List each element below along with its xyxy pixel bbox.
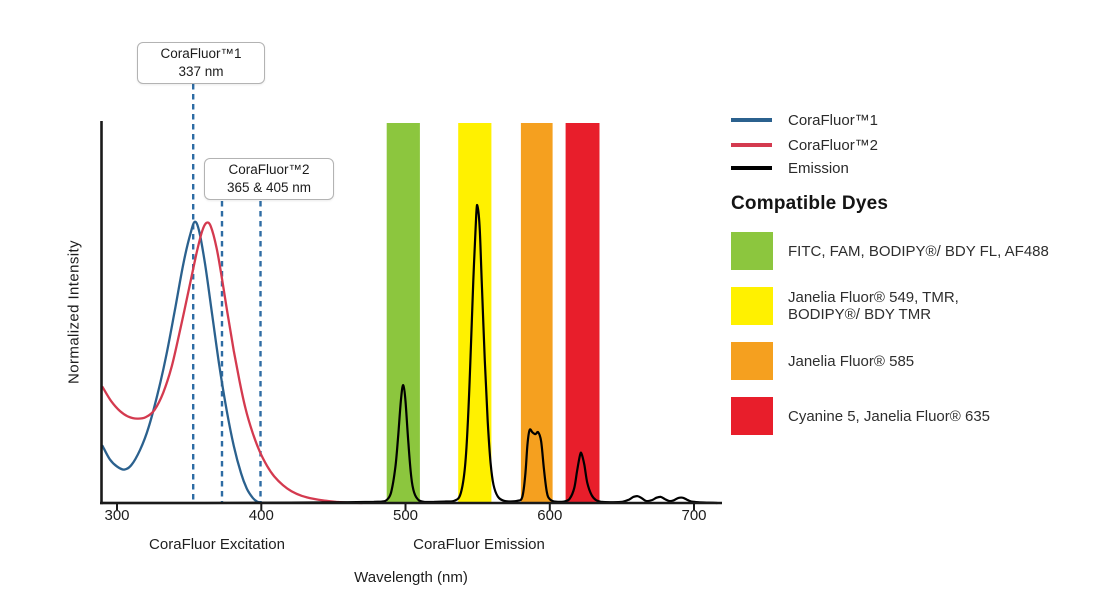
x-axis-region-label-excitation: CoraFluor Excitation (149, 536, 285, 553)
spectra-plot (100, 84, 722, 510)
callout-corafluor1: CoraFluor™1 337 nm (137, 42, 265, 84)
dye-label-green: FITC, FAM, BODIPY®/ BDY FL, AF488 (788, 243, 1049, 260)
x-axis-region-label-emission: CoraFluor Emission (413, 536, 545, 553)
callout-corafluor1-title: CoraFluor™1 (160, 46, 242, 61)
filter-band-3 (565, 123, 600, 503)
filter-band-1 (458, 123, 492, 503)
series-curve-1 (101, 221, 364, 505)
legend-panel: CoraFluor™1 CoraFluor™2 Emission Compati… (731, 111, 1103, 452)
dye-swatch-red (731, 397, 773, 435)
dye-label-red: Cyanine 5, Janelia Fluor® 635 (788, 408, 990, 425)
legend-row-corafluor1: CoraFluor™1 (731, 111, 1103, 129)
dye-row-orange: Janelia Fluor® 585 (731, 342, 1103, 380)
dye-row-yellow: Janelia Fluor® 549, TMR, BODIPY®/ BDY TM… (731, 287, 1103, 325)
x-tick-label: 500 (392, 507, 419, 524)
dye-row-red: Cyanine 5, Janelia Fluor® 635 (731, 397, 1103, 435)
filter-band-2 (520, 123, 553, 503)
dye-label-green-line1: FITC, FAM, BODIPY®/ BDY FL, AF488 (788, 242, 1049, 260)
dye-label-yellow-line1: Janelia Fluor® 549, TMR, (788, 289, 959, 306)
legend-row-emission: Emission (731, 159, 1103, 177)
dye-swatch-yellow (731, 287, 773, 325)
compatible-dyes-heading: Compatible Dyes (731, 193, 889, 214)
dye-label-red-line1: Cyanine 5, Janelia Fluor® 635 (788, 407, 991, 425)
series-curve-0 (101, 220, 263, 505)
x-tick-label: 600 (537, 507, 563, 524)
dye-swatch-green (731, 232, 773, 270)
legend-label-corafluor2: CoraFluor™2 (788, 136, 879, 154)
x-tick-label: 300 (104, 507, 130, 524)
dye-label-orange-line1: Janelia Fluor® 585 (788, 352, 915, 370)
legend-line-swatch-corafluor1 (731, 118, 772, 122)
legend-line-swatch-corafluor2 (731, 143, 772, 147)
dye-swatch-orange (731, 342, 773, 380)
callout-corafluor2-title: CoraFluor™2 (228, 162, 310, 177)
dye-label-yellow-line2: BODIPY®/ BDY TMR (788, 306, 932, 323)
series-curve-2 (101, 203, 719, 505)
legend-line-swatch-emission (731, 166, 772, 170)
x-tick-label: 700 (681, 507, 707, 524)
legend-row-corafluor2: CoraFluor™2 (731, 136, 1103, 154)
callout-corafluor2-value: 365 & 405 nm (226, 180, 312, 195)
legend-label-emission: Emission (788, 159, 849, 177)
x-axis-title: Wavelength (nm) (354, 569, 468, 586)
y-axis-label: Normalized Intensity (65, 240, 83, 384)
dye-label-orange: Janelia Fluor® 585 (788, 353, 914, 370)
legend-label-corafluor1: CoraFluor™1 (788, 111, 879, 129)
x-tick-label: 400 (248, 507, 274, 524)
filter-band-0 (386, 123, 420, 503)
callout-corafluor2: CoraFluor™2 365 & 405 nm (204, 158, 334, 200)
dye-row-green: FITC, FAM, BODIPY®/ BDY FL, AF488 (731, 232, 1103, 270)
callout-corafluor1-value: 337 nm (178, 64, 224, 79)
dye-label-yellow: Janelia Fluor® 549, TMR, BODIPY®/ BDY TM… (788, 289, 959, 323)
